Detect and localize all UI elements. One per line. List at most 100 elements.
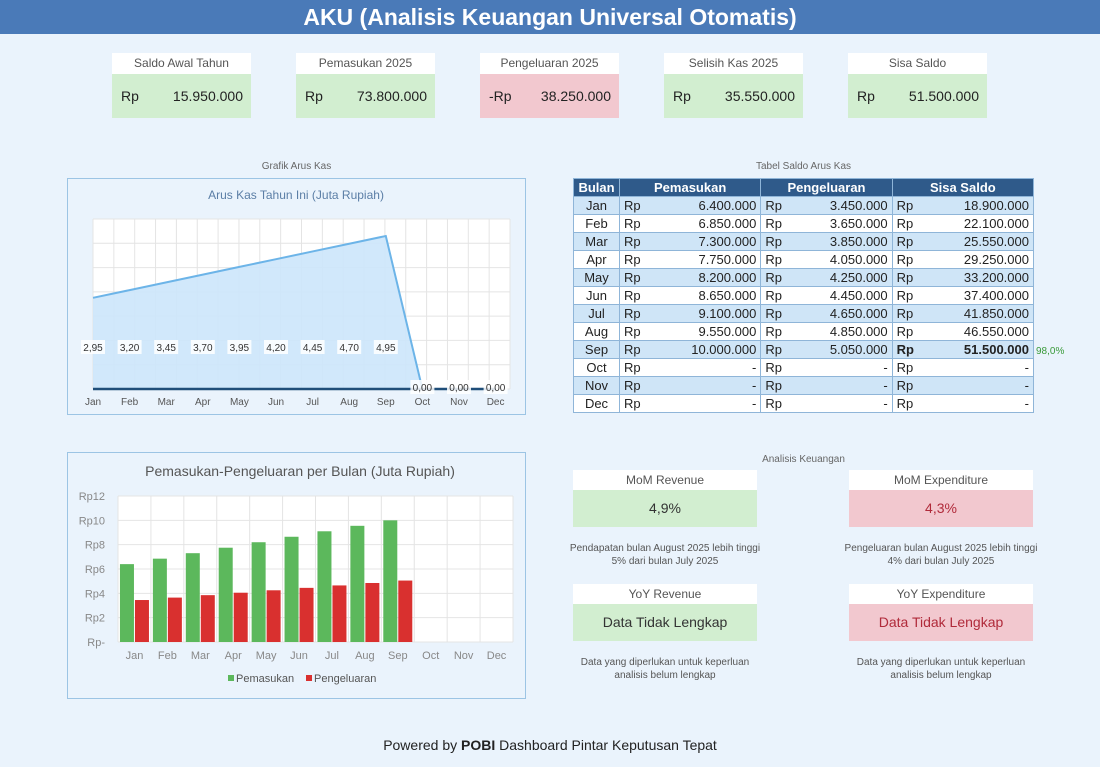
cashflow-chart-svg: Arus Kas Tahun Ini (Juta Rupiah) 2,95 Jan 3… <box>81 188 511 408</box>
footer-brand: POBI <box>461 737 496 753</box>
cash-balance-table: Bulan Pemasukan Pengeluaran Sisa Saldo J… <box>573 178 1035 413</box>
data-label-text: 3,20 <box>120 343 140 354</box>
cell-balance: 51.500.000 <box>932 340 1035 359</box>
cell-expense: 4.050.000 <box>800 250 893 269</box>
cell-currency: Rp <box>619 268 660 287</box>
kpi-amount: 51.500.000 <box>908 88 979 104</box>
data-label: 4,95 <box>373 340 398 354</box>
y-tick-label: Rp12 <box>79 491 105 503</box>
cell-currency: Rp <box>760 322 801 341</box>
table-row: Mar Rp 7.300.000 Rp 3.850.000 Rp 25.550.000 <box>573 232 1035 251</box>
cell-expense: 5.050.000 <box>800 340 893 359</box>
data-label-text: 0,00 <box>413 383 433 394</box>
cell-currency: Rp <box>760 232 801 251</box>
data-label: 3,45 <box>154 340 179 354</box>
table-header-row: Bulan Pemasukan Pengeluaran Sisa Saldo <box>573 178 1035 197</box>
x-tick-label: Dec <box>487 650 507 662</box>
x-tick-label: Nov <box>450 397 468 408</box>
cell-currency: Rp <box>760 376 801 395</box>
data-label-bg <box>190 340 215 354</box>
yoy-revenue-label: YoY Revenue <box>573 584 757 604</box>
data-label: 3,70 <box>190 340 215 354</box>
cell-currency: Rp <box>619 196 660 215</box>
balance-percent-note: 98,0% <box>1036 346 1065 357</box>
cell-expense: 3.650.000 <box>800 214 893 233</box>
data-label-bg <box>81 340 105 354</box>
cell-currency: Rp <box>619 232 660 251</box>
cell-currency: Rp <box>760 304 801 323</box>
x-tick-label: Jan <box>126 650 144 662</box>
data-label-bg <box>154 340 179 354</box>
yoy-expenditure-value: Data Tidak Lengkap <box>849 604 1033 641</box>
legend-label: Pemasukan <box>236 673 294 685</box>
cell-month: Jan <box>573 196 620 215</box>
y-tick-label: Rp6 <box>85 564 105 576</box>
cell-currency: Rp <box>760 196 801 215</box>
income-expense-chart-svg: Rp- Rp2 Rp4 Rp6 Rp8 Rp10 Rp12 Pemasukan-Pengelu… <box>79 463 514 685</box>
expense-bar <box>167 597 182 642</box>
footer-suffix: Dashboard Pintar Keputusan Tepat <box>499 737 717 753</box>
data-label: 2,95 <box>81 340 105 354</box>
data-label-text: 0,00 <box>449 383 469 394</box>
expense-bar <box>200 595 215 642</box>
cell-month: Jul <box>573 304 620 323</box>
data-label: 4,45 <box>300 340 325 354</box>
x-tick-label: Aug <box>355 650 375 662</box>
cell-currency: Rp <box>760 340 801 359</box>
x-tick-label: Sep <box>377 397 395 408</box>
table-row: May Rp 8.200.000 Rp 4.250.000 Rp 33.200.000 <box>573 268 1035 287</box>
kpi-currency: Rp <box>121 88 139 104</box>
table-row: Dec Rp - Rp - Rp - <box>573 394 1035 413</box>
cell-month: Sep <box>573 340 620 359</box>
cell-currency: Rp <box>760 250 801 269</box>
cell-month: Dec <box>573 394 620 413</box>
table-row: Nov Rp - Rp - Rp - <box>573 376 1035 395</box>
x-tick-label: Jun <box>268 397 284 408</box>
data-label-bg <box>337 340 362 354</box>
income-bar <box>119 564 134 642</box>
x-tick-label: Oct <box>422 650 439 662</box>
header-expense: Pengeluaran <box>760 178 893 197</box>
x-tick-label: Jul <box>306 397 319 408</box>
income-expense-chart: Rp- Rp2 Rp4 Rp6 Rp8 Rp10 Rp12 Pemasukan-Pengelu… <box>67 452 526 699</box>
cell-expense: 3.450.000 <box>800 196 893 215</box>
table-row: Sep Rp 10.000.000 Rp 5.050.000 Rp 51.500.000 <box>573 340 1035 359</box>
data-label-bg <box>227 340 252 354</box>
yoy-revenue-card: YoY Revenue Data Tidak Lengkap <box>573 584 757 641</box>
kpi-currency: -Rp <box>489 88 512 104</box>
data-label-bg <box>447 380 471 394</box>
income-bar <box>284 536 299 642</box>
cell-income: 6.400.000 <box>659 196 762 215</box>
legend-swatch <box>228 675 234 681</box>
legend-label: Pengeluaran <box>314 673 376 685</box>
data-label-bg <box>410 380 435 394</box>
cell-balance: - <box>932 394 1035 413</box>
cell-currency: Rp <box>891 304 933 323</box>
cell-currency: Rp <box>760 214 801 233</box>
income-bar <box>317 531 332 642</box>
cell-currency: Rp <box>619 214 660 233</box>
kpi-card: Selisih Kas 2025 Rp 35.550.000 <box>664 53 803 118</box>
x-tick-label: Nov <box>454 650 474 662</box>
kpi-value-box: -Rp 38.250.000 <box>480 74 619 118</box>
y-tick-label: Rp2 <box>85 613 105 625</box>
cell-currency: Rp <box>619 286 660 305</box>
yoy-expenditure-card: YoY Expenditure Data Tidak Lengkap <box>849 584 1033 641</box>
data-label-bg <box>117 340 142 354</box>
data-label-bg <box>264 340 288 354</box>
y-tick-label: Rp8 <box>85 540 105 552</box>
table-row: Jul Rp 9.100.000 Rp 4.650.000 Rp 41.850.000 <box>573 304 1035 323</box>
data-label: 4,70 <box>337 340 362 354</box>
cell-expense: - <box>800 394 893 413</box>
cell-currency: Rp <box>760 358 801 377</box>
data-label: 0,00 <box>447 380 471 394</box>
kpi-label: Sisa Saldo <box>848 53 987 74</box>
chart-section-label: Grafik Arus Kas <box>261 161 332 172</box>
cell-balance: 37.400.000 <box>932 286 1035 305</box>
x-tick-label: May <box>256 650 277 662</box>
expense-bar <box>332 585 347 642</box>
cell-balance: 25.550.000 <box>932 232 1035 251</box>
y-tick-label: Rp- <box>87 637 105 649</box>
cell-currency: Rp <box>891 214 933 233</box>
x-tick-label: Apr <box>195 397 211 408</box>
